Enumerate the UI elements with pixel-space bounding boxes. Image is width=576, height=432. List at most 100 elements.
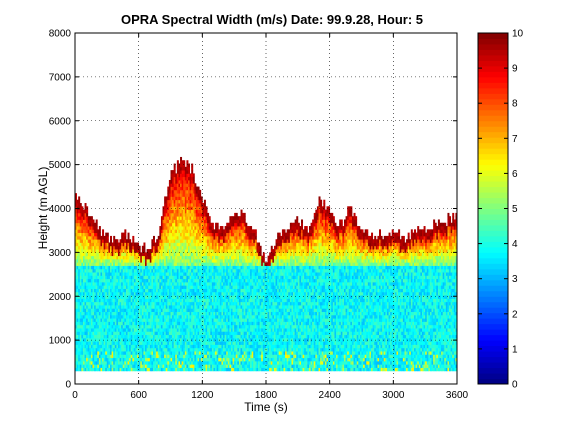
heatmap-cell [79, 239, 82, 243]
heatmap-cell [156, 324, 159, 329]
heatmap-cell [129, 281, 132, 286]
heatmap-cell [175, 252, 178, 257]
heatmap-cell [192, 183, 195, 187]
heatmap-cell [203, 245, 206, 250]
heatmap-cell [132, 357, 135, 362]
heatmap-cell [184, 295, 187, 299]
heatmap-cell [78, 334, 81, 339]
heatmap-cell [87, 308, 90, 313]
heatmap-cell [78, 354, 81, 359]
heatmap-cell [203, 334, 206, 339]
heatmap-cell [146, 252, 149, 257]
heatmap-cell [86, 334, 89, 339]
heatmap-cell [86, 308, 89, 313]
heatmap-cell [203, 255, 206, 260]
heatmap-cell [180, 179, 183, 184]
heatmap-cell [202, 311, 205, 316]
heatmap-cell [114, 364, 117, 368]
heatmap-cell [121, 357, 124, 362]
heatmap-cell [199, 229, 202, 234]
heatmap-cell [146, 318, 149, 322]
heatmap-cell [156, 347, 159, 352]
heatmap-cell [173, 196, 176, 201]
heatmap-cell [208, 354, 211, 359]
heatmap-cell [207, 226, 210, 230]
chart-title: OPRA Spectral Width (m/s) Date: 99.9.28,… [121, 12, 423, 27]
heatmap-cell [202, 344, 205, 349]
heatmap-cell [125, 357, 128, 362]
heatmap-cell [184, 166, 187, 171]
heatmap-cell [95, 314, 98, 319]
heatmap-cell [143, 344, 146, 349]
heatmap-cell [108, 252, 111, 257]
heatmap-cell [113, 311, 116, 316]
heatmap-cell [121, 281, 124, 286]
heatmap-cell [97, 328, 100, 332]
heatmap-cell [124, 305, 127, 309]
heatmap-cell [189, 364, 192, 368]
heatmap-cell [202, 252, 205, 257]
heatmap-cell [152, 298, 155, 303]
heatmap-cell [192, 262, 195, 266]
heatmap-cell [173, 186, 176, 191]
heatmap-cell [119, 278, 122, 283]
heatmap-cell [168, 328, 171, 332]
heatmap-cell [191, 354, 194, 359]
heatmap-cell [111, 285, 114, 289]
heatmap-cell [189, 367, 192, 372]
heatmap-cell [170, 295, 173, 299]
heatmap-cell [207, 222, 210, 227]
heatmap-cell [81, 328, 84, 332]
heatmap-cell [100, 268, 103, 273]
heatmap-cell [173, 334, 176, 339]
heatmap-cell [181, 160, 184, 164]
heatmap-cell [192, 321, 195, 326]
heatmap-cell [146, 258, 149, 263]
heatmap-cell [135, 367, 138, 372]
heatmap-cell [132, 341, 135, 345]
heatmap-cell [125, 360, 128, 365]
heatmap-cell [205, 262, 208, 266]
heatmap-cell [103, 364, 106, 368]
heatmap-cell [76, 364, 79, 368]
heatmap-cell [184, 364, 187, 368]
heatmap-cell [165, 272, 168, 276]
heatmap-cell [110, 347, 113, 352]
heatmap-cell [199, 203, 202, 207]
heatmap-cell [141, 311, 144, 316]
heatmap-cell [81, 262, 84, 266]
heatmap-cell [92, 239, 95, 243]
heatmap-cell [178, 265, 181, 270]
heatmap-cell [203, 341, 206, 345]
heatmap-cell [124, 229, 127, 234]
heatmap-cell [106, 281, 109, 286]
heatmap-cell [205, 285, 208, 289]
heatmap-cell [92, 354, 95, 359]
heatmap-cell [78, 245, 81, 250]
heatmap-cell [135, 278, 138, 283]
heatmap-cell [192, 265, 195, 270]
heatmap-cell [202, 212, 205, 217]
heatmap-cell [189, 232, 192, 237]
heatmap-cell [127, 268, 130, 273]
heatmap-cell [189, 239, 192, 243]
heatmap-cell [199, 196, 202, 201]
heatmap-cell [94, 341, 97, 345]
heatmap-cell [195, 232, 198, 237]
heatmap-cell [130, 291, 133, 296]
heatmap-cell [186, 235, 189, 240]
heatmap-cell [132, 278, 135, 283]
heatmap-cell [135, 275, 138, 280]
heatmap-cell [207, 285, 210, 289]
heatmap-cell [175, 328, 178, 332]
heatmap-cell [181, 334, 184, 339]
heatmap-cell [188, 258, 190, 263]
heatmap-cell [122, 311, 125, 316]
heatmap-cell [75, 252, 77, 257]
heatmap-cell [173, 275, 176, 280]
heatmap-cell [143, 298, 146, 303]
heatmap-cell [184, 347, 187, 352]
heatmap-cell [195, 186, 198, 191]
heatmap-cell [79, 288, 82, 293]
heatmap-cell [180, 308, 183, 313]
